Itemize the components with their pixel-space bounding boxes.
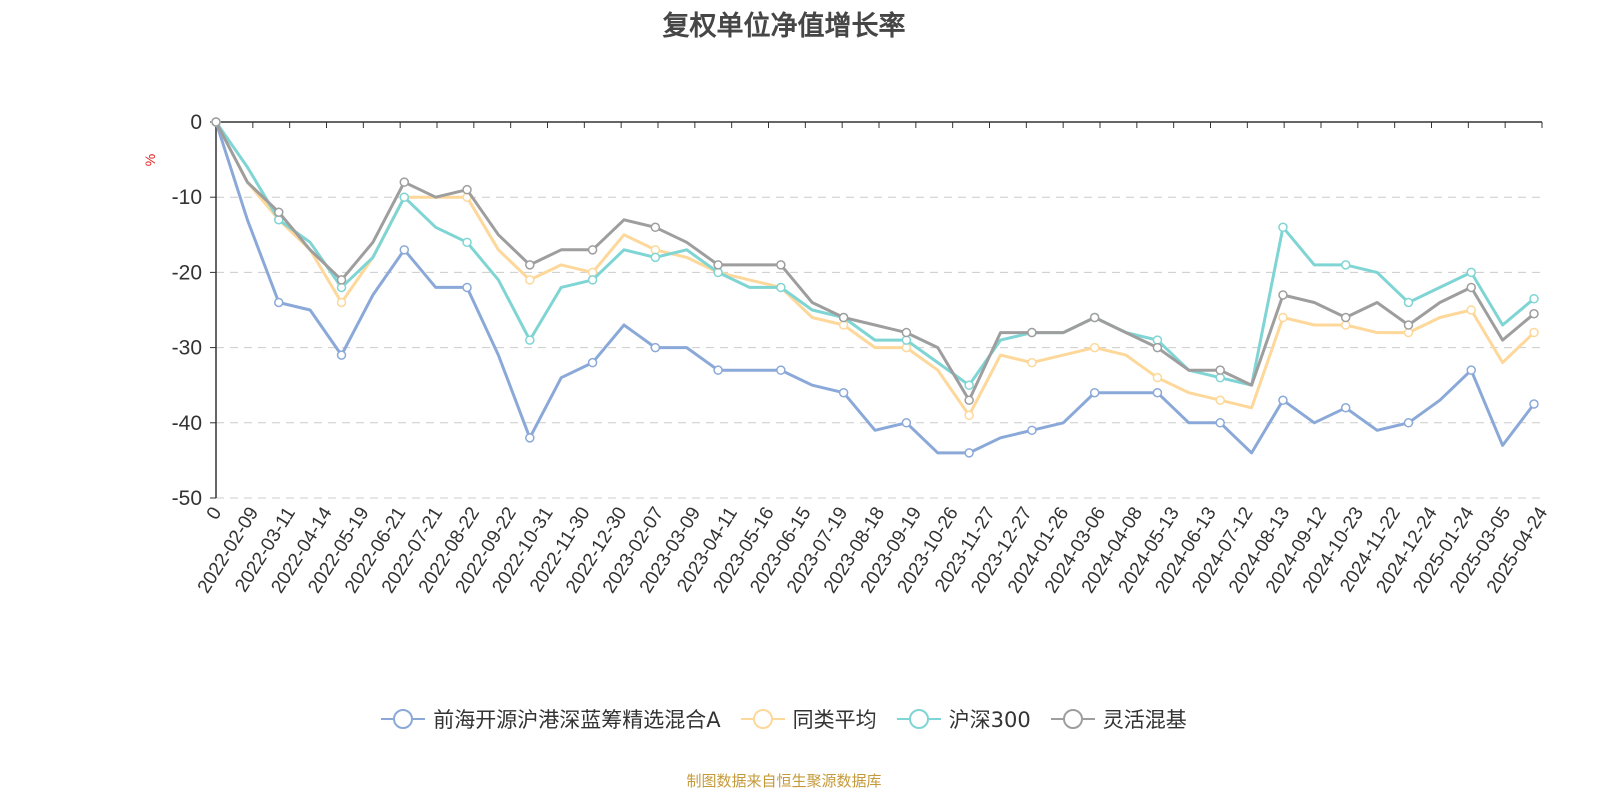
data-point bbox=[462, 282, 472, 293]
data-point bbox=[650, 342, 661, 353]
data-point bbox=[1340, 260, 1351, 270]
data-point bbox=[964, 395, 974, 405]
chart-title: 复权单位净值增长率 bbox=[662, 11, 906, 42]
data-point bbox=[274, 297, 284, 308]
legend-label: 同类平均 bbox=[792, 708, 877, 732]
legend-line-icon bbox=[1050, 709, 1095, 729]
legend-line-icon bbox=[740, 709, 785, 729]
data-point bbox=[1152, 372, 1163, 383]
legend-item[interactable]: 灵活混基 bbox=[1050, 704, 1187, 734]
data-point bbox=[1089, 312, 1100, 323]
y-tick-label: -10 bbox=[172, 186, 202, 209]
data-point bbox=[462, 237, 472, 248]
axes: 0-10-20-30-40-5002022-02-092022-03-11202… bbox=[172, 111, 1553, 597]
data-point bbox=[1215, 365, 1225, 375]
legend-label: 前海开源沪港深蓝筹精选混合A bbox=[433, 708, 721, 732]
legend-item[interactable]: 前海开源沪港深蓝筹精选混合A bbox=[381, 704, 721, 734]
legend-label: 沪深300 bbox=[948, 708, 1031, 732]
data-point bbox=[901, 327, 912, 338]
data-point bbox=[1278, 395, 1288, 405]
data-point bbox=[274, 207, 284, 217]
data-point bbox=[1340, 403, 1351, 413]
data-point bbox=[1466, 282, 1476, 293]
data-point bbox=[211, 117, 221, 127]
y-tick-label: -20 bbox=[172, 261, 202, 284]
series-line bbox=[214, 120, 1536, 417]
data-point bbox=[1403, 297, 1414, 308]
data-point bbox=[1152, 342, 1163, 353]
data-point bbox=[1278, 312, 1288, 323]
data-point bbox=[838, 387, 849, 398]
y-tick-label: -40 bbox=[172, 412, 202, 435]
data-point bbox=[587, 275, 598, 285]
data-point bbox=[1529, 309, 1539, 319]
data-point bbox=[901, 418, 912, 428]
data-point bbox=[399, 245, 410, 255]
data-point bbox=[1403, 418, 1414, 428]
data-point bbox=[838, 312, 849, 323]
legend-item[interactable]: 沪深300 bbox=[896, 704, 1031, 734]
legend-line-icon bbox=[381, 709, 426, 729]
data-point bbox=[525, 433, 535, 443]
data-point bbox=[587, 357, 598, 368]
data-point bbox=[399, 192, 410, 202]
data-point bbox=[1466, 365, 1476, 375]
y-tick-label: 0 bbox=[190, 111, 202, 134]
data-point bbox=[525, 260, 535, 270]
data-point bbox=[1089, 387, 1100, 398]
series-group bbox=[211, 117, 1539, 458]
legend-item[interactable]: 同类平均 bbox=[740, 704, 877, 734]
data-point bbox=[1215, 418, 1225, 428]
y-tick-label: -30 bbox=[172, 337, 202, 360]
legend-label: 灵活混基 bbox=[1102, 708, 1187, 732]
data-point bbox=[650, 252, 661, 263]
data-point bbox=[1089, 342, 1100, 353]
series-line bbox=[214, 120, 1536, 455]
data-point bbox=[1529, 327, 1539, 338]
x-tick-label: 0 bbox=[203, 504, 226, 524]
data-point bbox=[964, 448, 974, 458]
data-point bbox=[587, 245, 598, 255]
data-point bbox=[336, 275, 347, 285]
chart-legend: 前海开源沪港深蓝筹精选混合A 同类平均 沪深300 灵活混基 bbox=[0, 704, 1568, 734]
data-point bbox=[1278, 222, 1288, 233]
data-point bbox=[964, 380, 974, 390]
data-point bbox=[776, 365, 786, 375]
data-source-note: 制图数据来自恒生聚源数据库 bbox=[686, 772, 882, 790]
data-point bbox=[1215, 395, 1225, 405]
data-point bbox=[1466, 305, 1476, 315]
data-point bbox=[650, 222, 661, 233]
data-point bbox=[1529, 293, 1539, 304]
data-point bbox=[776, 260, 786, 270]
data-point bbox=[1278, 290, 1288, 300]
data-point bbox=[525, 335, 535, 345]
data-point bbox=[462, 184, 472, 195]
data-point bbox=[1403, 320, 1414, 330]
data-point bbox=[1340, 312, 1351, 323]
data-point bbox=[776, 282, 786, 293]
data-point bbox=[336, 350, 347, 360]
data-point bbox=[1027, 425, 1037, 436]
data-point bbox=[1529, 399, 1539, 409]
data-point bbox=[713, 365, 723, 375]
legend-line-icon bbox=[896, 709, 941, 729]
y-tick-label: -50 bbox=[172, 487, 202, 510]
data-point bbox=[525, 275, 535, 285]
data-point bbox=[713, 260, 723, 270]
data-point bbox=[336, 297, 347, 308]
y-axis-label: % bbox=[142, 154, 158, 166]
data-point bbox=[1027, 327, 1037, 338]
series-line bbox=[214, 120, 1536, 387]
data-point bbox=[1466, 267, 1476, 278]
series-line bbox=[214, 120, 1536, 402]
data-point bbox=[1027, 357, 1037, 368]
data-point bbox=[964, 410, 974, 421]
data-point bbox=[1152, 387, 1163, 398]
data-point bbox=[399, 177, 410, 187]
